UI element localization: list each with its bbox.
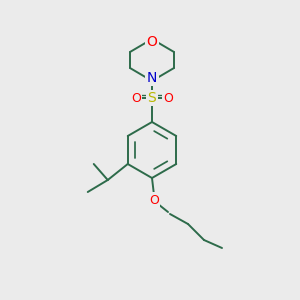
Text: O: O	[147, 35, 158, 49]
Text: O: O	[163, 92, 173, 104]
Text: N: N	[147, 71, 157, 85]
Text: O: O	[149, 194, 159, 206]
Text: S: S	[148, 91, 156, 105]
Text: O: O	[131, 92, 141, 104]
